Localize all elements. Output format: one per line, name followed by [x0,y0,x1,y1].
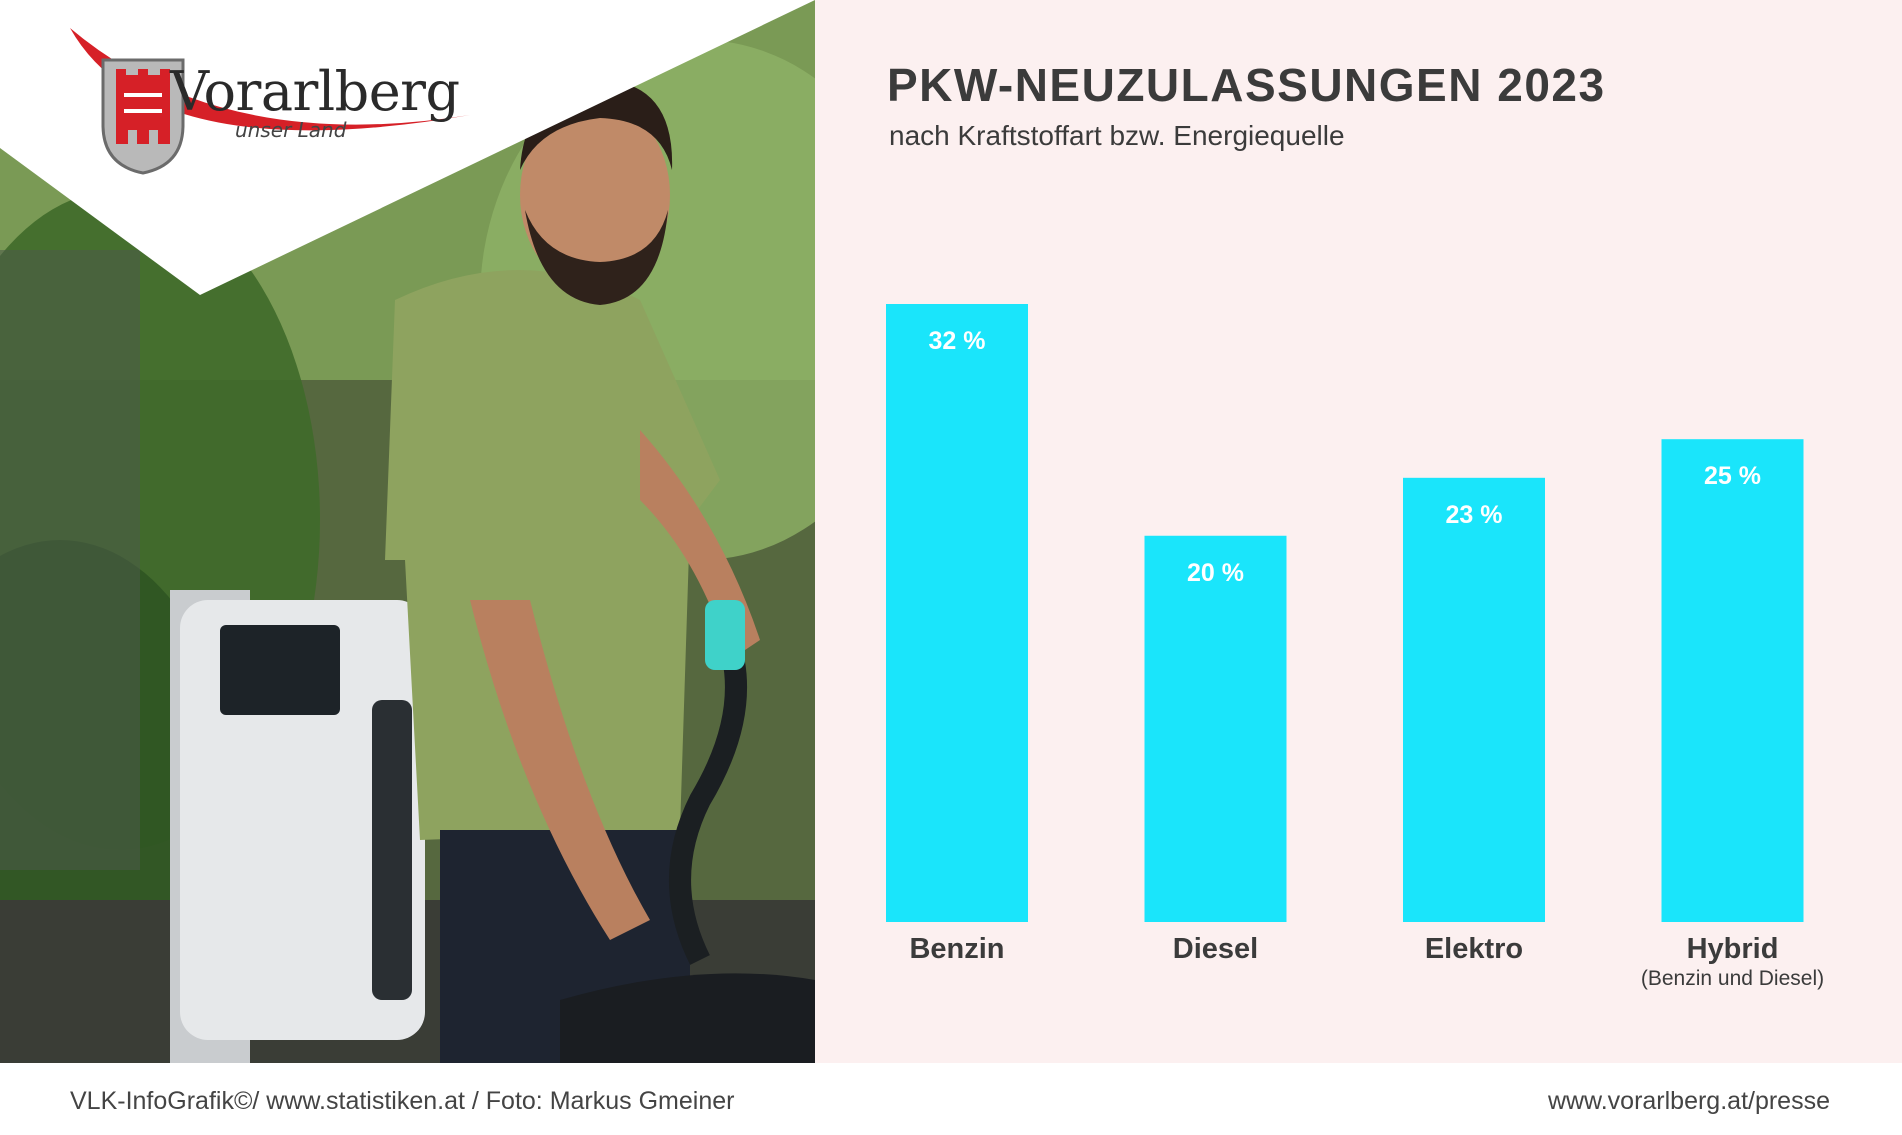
photo-panel: Vorarlberg unser Land [0,0,815,1063]
bar-chart: 32 % Benzin 20 % Diesel 23 % Elektro 25 % Hybri… [886,304,1824,990]
value-label-benzin: 32 % [929,327,986,355]
chart-panel: PKW-NEUZULASSUNGEN 2023 nach Kraftstoffa… [815,0,1902,1063]
photo-illustration [0,0,815,1063]
category-label-hybrid: Hybrid [1687,933,1779,965]
coat-of-arms-icon [101,58,185,175]
value-label-hybrid: 25 % [1704,462,1761,490]
value-label-elektro: 23 % [1446,501,1503,529]
footer-credits: VLK-InfoGrafik©/ www.statistiken.at / Fo… [70,1087,735,1115]
logo-name: Vorarlberg [170,60,460,123]
chart-title: PKW-NEUZULASSUNGEN 2023 [887,59,1606,111]
bar-hybrid [1661,439,1804,922]
bar-elektro [1403,477,1545,922]
category-label-elektro: Elektro [1425,933,1523,965]
bar-benzin [886,304,1028,922]
chart-subtitle: nach Kraftstoffart bzw. Energiequelle [889,120,1345,151]
category-label-benzin: Benzin [909,933,1004,965]
footer-website: www.vorarlberg.at/presse [1547,1087,1830,1115]
category-label-diesel: Diesel [1173,933,1258,965]
vorarlberg-logo: Vorarlberg unser Land [60,25,480,175]
category-note-hybrid: (Benzin und Diesel) [1641,967,1824,990]
footer: VLK-InfoGrafik©/ www.statistiken.at / Fo… [0,1063,1902,1135]
bar-diesel [1144,535,1287,922]
value-label-diesel: 20 % [1187,559,1244,587]
logo-tagline: unser Land [235,118,347,142]
